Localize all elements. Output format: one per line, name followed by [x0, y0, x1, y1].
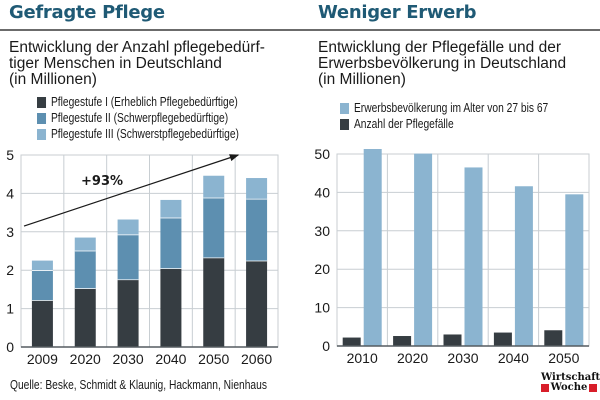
bar-segment [117, 234, 139, 280]
x-tick-label: 2020 [397, 350, 428, 366]
y-tick-label: 1 [6, 301, 14, 317]
source-note: Quelle: Beske, Schmidt & Klaunig, Hackma… [10, 378, 267, 392]
x-tick-label: 2030 [447, 350, 478, 366]
logo-red-block [541, 384, 549, 392]
legend-item-stufe-1: Pflegestufe I (Erheblich Pflegebedürftig… [37, 94, 239, 110]
bar-segment [246, 178, 268, 199]
y-tick-label: 30 [314, 223, 330, 239]
left-chart-subtitle: Entwicklung der Anzahl pflegebedürf- tig… [9, 39, 265, 88]
bar-segment [203, 175, 225, 198]
y-tick-label: 2 [6, 262, 14, 278]
bar-segment [203, 197, 225, 258]
legend-item-stufe-3: Pflegestufe III (Schwerstpflegebedürftig… [37, 126, 239, 142]
y-tick-label: 0 [322, 338, 330, 354]
bar-segment [160, 268, 182, 347]
wirtschaftswoche-logo: Wirtschafts Woche [541, 372, 600, 393]
bar-segment [160, 199, 182, 218]
y-tick-label: 50 [314, 146, 330, 162]
legend-swatch [37, 128, 47, 140]
bar [493, 332, 512, 346]
logo-line2-row: Woche [541, 383, 597, 393]
legend-label: Anzahl der Pflegefälle [353, 117, 454, 131]
y-tick-label: 3 [6, 224, 14, 240]
legend-label: Pflegestufe I (Erheblich Pflegebedürftig… [50, 95, 238, 109]
left-panel-title: Gefragte Pflege [9, 2, 165, 23]
x-tick-label: 2060 [241, 351, 272, 367]
bar [443, 334, 462, 346]
legend-label: Erwerbsbevölkerung im Alter von 27 bis 6… [353, 101, 549, 115]
bar [342, 337, 361, 346]
x-tick-label: 2040 [498, 350, 529, 366]
right-panel-title: Weniger Erwerb [318, 2, 477, 23]
bar-segment [246, 198, 268, 261]
legend-swatch [340, 102, 350, 114]
bar-segment [74, 288, 96, 347]
x-tick-label: 2040 [155, 351, 186, 367]
bar-segment [160, 217, 182, 269]
bar-segment [31, 300, 53, 347]
bar [565, 194, 584, 346]
legend-label: Pflegestufe II (Schwerpflegebedürftige) [50, 111, 229, 125]
bar-segment [31, 260, 53, 271]
x-tick-label: 2009 [27, 351, 58, 367]
x-tick-label: 2020 [70, 351, 101, 367]
legend-swatch [37, 96, 47, 108]
bar-segment [31, 270, 53, 301]
legend-label: Pflegestufe III (Schwerstpflegebedürftig… [50, 127, 239, 141]
bar-segment [74, 237, 96, 251]
annotation-label: +93% [81, 174, 123, 189]
left-chart: 0 1 2 3 4 5 2009 2020 2030 2040 2050 2060 +93% [6, 147, 279, 367]
y-tick-label: 40 [314, 184, 330, 200]
y-tick-label: 4 [6, 185, 14, 201]
x-tick-label: 2050 [198, 351, 229, 367]
legend-item-stufe-2: Pflegestufe II (Schwerpflegebedürftige) [37, 110, 239, 126]
bar-segment [117, 219, 139, 235]
bar-segment [246, 260, 268, 347]
bar-segment [203, 257, 225, 347]
x-tick-label: 2030 [113, 351, 144, 367]
legend-swatch [340, 118, 350, 130]
x-tick-label: 2050 [548, 350, 579, 366]
bar [414, 153, 433, 346]
y-tick-label: 5 [6, 147, 14, 163]
bar-segment [74, 250, 96, 289]
y-tick-label: 0 [6, 339, 14, 355]
bar-segment [117, 279, 139, 347]
bar [544, 330, 563, 346]
header-divider [0, 29, 600, 31]
x-tick-label: 2010 [347, 350, 378, 366]
bar [464, 167, 483, 346]
y-tick-label: 10 [314, 300, 330, 316]
trend-arrow [23, 154, 240, 227]
right-chart-subtitle: Entwicklung der Pflegefälle und der Erwe… [318, 39, 567, 88]
logo-line2: Woche [550, 382, 588, 393]
bar [393, 336, 412, 346]
right-legend: Erwerbsbevölkerung im Alter von 27 bis 6… [340, 100, 548, 132]
legend-item-erwerbsbevoelkerung: Erwerbsbevölkerung im Alter von 27 bis 6… [340, 100, 548, 116]
logo-line1: Wirtschafts [541, 372, 600, 383]
logo-red-block [589, 384, 597, 392]
y-tick-label: 20 [314, 261, 330, 277]
legend-item-pflegefaelle: Anzahl der Pflegefälle [340, 116, 548, 132]
bar [514, 186, 533, 346]
left-legend: Pflegestufe I (Erheblich Pflegebedürftig… [37, 94, 239, 142]
legend-swatch [37, 112, 47, 124]
bar [363, 149, 382, 346]
